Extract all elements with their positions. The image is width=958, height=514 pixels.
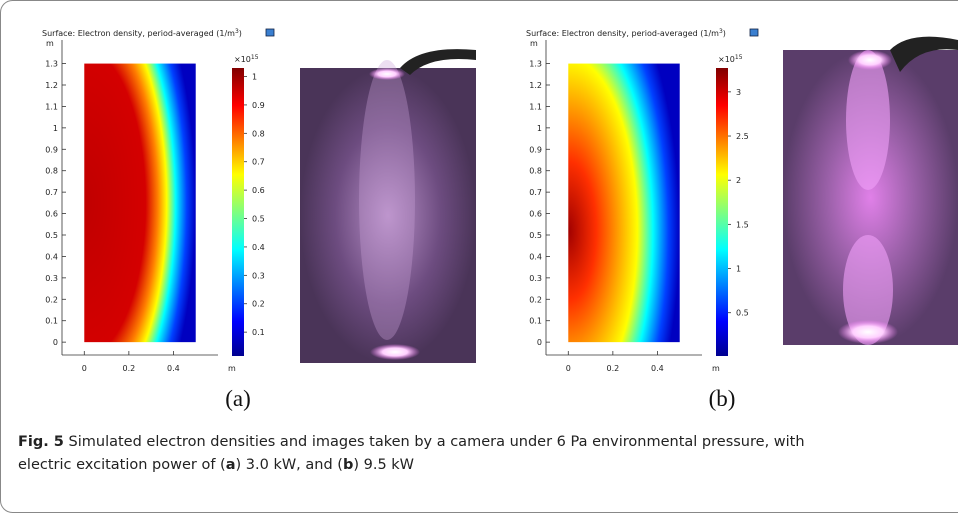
y-unit: m xyxy=(530,39,538,48)
y-tick-label: 0.9 xyxy=(45,145,58,154)
x-tick-label: 0 xyxy=(566,364,571,373)
y-tick-label: 0.3 xyxy=(529,274,542,283)
x-unit: m xyxy=(712,364,720,373)
y-tick-label: 1.2 xyxy=(45,81,58,90)
caption: Fig. 5 Simulated electron densities and … xyxy=(18,434,805,473)
y-tick-label: 0.7 xyxy=(529,188,542,197)
title-text: Surface: Electron density, period-averag… xyxy=(526,29,719,38)
panel-label: (a) xyxy=(225,386,251,411)
y-tick-label: 0.8 xyxy=(529,167,542,176)
y-tick-label: 0.2 xyxy=(45,295,58,304)
panel-title: Surface: Electron density, period-averag… xyxy=(526,28,726,38)
colorbar-tick-label: 0.8 xyxy=(252,129,265,138)
y-tick-label: 0.1 xyxy=(529,317,542,326)
y-tick-label: 0.3 xyxy=(45,274,58,283)
caption-ref: b xyxy=(343,457,353,473)
colorbar-tick-label: 0.5 xyxy=(736,309,749,318)
colorbar-tick-label: 3 xyxy=(736,88,741,97)
title-text: Surface: Electron density, period-averag… xyxy=(42,29,235,38)
colorbar-tick-label: 1 xyxy=(736,265,741,274)
photo-a xyxy=(300,49,476,363)
x-tick-label: 0.4 xyxy=(651,364,664,373)
caption-line: Fig. 5 Simulated electron densities and … xyxy=(18,434,805,450)
y-tick-label: 1.1 xyxy=(45,102,58,111)
caption-label: Fig. 5 xyxy=(18,434,64,450)
colorbar-tick-label: 0.5 xyxy=(252,215,265,224)
y-tick-label: 0.8 xyxy=(45,167,58,176)
exponent-power: 15 xyxy=(251,54,259,61)
caption-line: electric excitation power of (a) 3.0 kW,… xyxy=(18,457,414,473)
colorbar-tick-label: 1 xyxy=(252,73,257,82)
photo-b xyxy=(783,36,958,345)
colorbar-tick-label: 0.3 xyxy=(252,271,265,280)
y-tick-label: 1.2 xyxy=(529,81,542,90)
title-sup: 3 xyxy=(235,28,239,35)
y-tick-label: 1.3 xyxy=(529,60,542,69)
colorbar-exponent: ×1015 xyxy=(234,54,259,64)
y-tick-label: 0.5 xyxy=(529,231,542,240)
colorbar-tick-label: 0.9 xyxy=(252,101,265,110)
colorbar-tick-label: 0.7 xyxy=(252,158,265,167)
colorbar-tick-label: 0.6 xyxy=(252,186,265,195)
exponent-base: ×10 xyxy=(234,55,251,64)
heatmap xyxy=(84,63,196,343)
y-tick-label: 0.4 xyxy=(529,252,542,261)
x-tick-label: 0.4 xyxy=(167,364,180,373)
y-tick-label: 0.1 xyxy=(45,317,58,326)
colorbar-tick-label: 0.2 xyxy=(252,300,265,309)
y-tick-label: 0.6 xyxy=(529,210,542,219)
title-end: ) xyxy=(723,29,726,38)
colorbar-tick-label: 0.4 xyxy=(252,243,265,252)
caption-text: ) 3.0 kW, and ( xyxy=(236,457,343,473)
y-tick-label: 0.6 xyxy=(45,210,58,219)
caption-text: Simulated electron densities and images … xyxy=(64,434,805,450)
icon xyxy=(265,28,275,37)
panel-title: Surface: Electron density, period-averag… xyxy=(42,28,242,38)
x-tick-label: 0.2 xyxy=(606,364,619,373)
colorbar-tick-label: 2 xyxy=(736,176,741,185)
y-tick-label: 1 xyxy=(53,124,58,133)
y-tick-label: 0.7 xyxy=(45,188,58,197)
heatmap xyxy=(568,63,680,343)
y-tick-label: 0.4 xyxy=(45,252,58,261)
title-sup: 3 xyxy=(719,28,723,35)
y-tick-label: 0 xyxy=(537,338,542,347)
exponent-base: ×10 xyxy=(718,55,735,64)
panel-label: (b) xyxy=(709,386,736,411)
colorbar-exponent: ×1015 xyxy=(718,54,743,64)
title-end: ) xyxy=(239,29,242,38)
colorbar xyxy=(232,68,244,356)
x-tick-label: 0.2 xyxy=(122,364,135,373)
colorbar-tick-label: 2.5 xyxy=(736,132,749,141)
colorbar xyxy=(716,68,728,356)
colorbar-tick-label: 0.1 xyxy=(252,328,265,337)
caption-ref: a xyxy=(226,457,236,473)
caption-text: electric excitation power of ( xyxy=(18,457,226,473)
y-tick-label: 0 xyxy=(53,338,58,347)
y-unit: m xyxy=(46,39,54,48)
y-tick-label: 1.3 xyxy=(45,60,58,69)
y-tick-label: 0.2 xyxy=(529,295,542,304)
y-tick-label: 0.5 xyxy=(45,231,58,240)
panel: Surface: Electron density, period-averag… xyxy=(526,28,759,411)
y-tick-label: 1 xyxy=(537,124,542,133)
y-tick-label: 1.1 xyxy=(529,102,542,111)
icon xyxy=(749,28,759,37)
y-tick-label: 0.9 xyxy=(529,145,542,154)
colorbar-tick-label: 1.5 xyxy=(736,220,749,229)
x-unit: m xyxy=(228,364,236,373)
x-tick-label: 0 xyxy=(82,364,87,373)
exponent-power: 15 xyxy=(735,54,743,61)
caption-text: ) 9.5 kW xyxy=(353,457,414,473)
panel: Surface: Electron density, period-averag… xyxy=(42,28,275,411)
